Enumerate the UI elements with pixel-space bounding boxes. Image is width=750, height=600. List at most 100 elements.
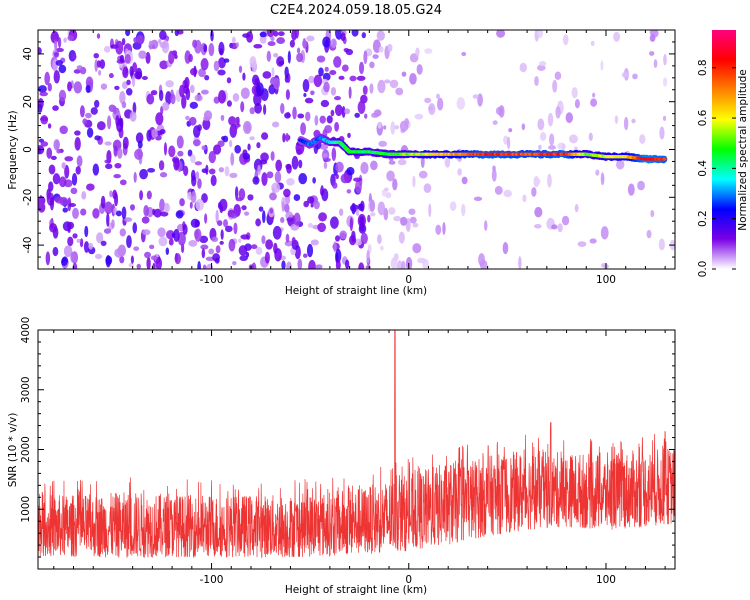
spectrogram-noise-cell — [150, 90, 158, 96]
spectrogram-noise-cell — [456, 97, 466, 110]
spectrogram-noise-cell — [114, 162, 122, 169]
spectrogram-noise-cell — [204, 213, 208, 224]
spectrogram-noise-cell — [330, 86, 337, 96]
spectrogram-noise-cell — [502, 241, 509, 255]
spectrogram-noise-cell — [124, 53, 131, 64]
spectrogram-noise-cell — [132, 62, 138, 73]
spectrogram-noise-cell — [133, 246, 140, 251]
spectrogram-noise-cell — [85, 85, 91, 94]
spectrogram-noise-cell — [137, 140, 143, 149]
spectrogram-noise-cell — [549, 133, 555, 146]
spectrogram-noise-cell — [384, 187, 389, 192]
spectrogram-noise-cell — [233, 222, 238, 235]
spectrogram-noise-cell — [390, 257, 398, 269]
spectrogram-noise-cell — [345, 48, 354, 56]
spectrogram-noise-cell — [284, 203, 290, 213]
spectrogram-noise-cell — [72, 207, 79, 219]
spectrogram-noise-cell — [52, 105, 59, 111]
spectrogram-noise-cell — [318, 67, 324, 77]
spectrogram-noise-cell — [200, 244, 209, 250]
spectrogram-noise-cell — [40, 141, 49, 147]
spectrogram-noise-cell — [71, 173, 78, 186]
spectrogram-noise-cell — [592, 92, 596, 98]
snr-panel: -100 0 100 1000 2000 3000 4000 Height of strai… — [7, 317, 676, 596]
spectrogram-noise-cell — [355, 179, 362, 194]
spectrogram-noise-cell — [160, 211, 169, 217]
spectrogram-noise-cell — [518, 256, 522, 269]
spectrogram-noise-cell — [314, 115, 319, 126]
spectrogram-noise-cell — [215, 245, 221, 254]
spectrogram-noise-cell — [255, 218, 261, 227]
spectrogram-noise-cell — [190, 169, 196, 181]
spectrogram-noise-cell — [289, 39, 295, 48]
spectrogram-noise-cell — [63, 245, 73, 258]
spectrogram-noise-cell — [271, 67, 275, 77]
spectrogram-noise-cell — [663, 54, 667, 66]
spectrogram-noise-cell — [322, 72, 331, 81]
spectrogram-noise-cell — [200, 58, 209, 71]
spectrogram-noise-cell — [332, 182, 338, 189]
spectrogram-noise-cell — [662, 115, 667, 122]
spectrogram-noise-cell — [197, 178, 202, 189]
spectrogram-y-label: Frequency (Hz) — [7, 110, 19, 189]
spectrogram-noise-cell — [188, 240, 198, 247]
spectrogram-noise-cell — [554, 71, 562, 80]
spectrogram-noise-cell — [568, 134, 578, 144]
spectrogram-noise-cell — [308, 75, 315, 84]
spectrogram-noise-cell — [270, 151, 275, 161]
spectrogram-noise-cell — [195, 171, 200, 180]
spectrogram-noise-cell — [190, 154, 196, 164]
snr-x-tick-label: 0 — [405, 574, 412, 586]
spectrogram-noise-cell — [159, 41, 169, 49]
spectrogram-noise-cell — [64, 156, 74, 162]
spectrogram-noise-cell — [388, 160, 396, 165]
spectrogram-noise-cell — [62, 207, 69, 213]
spectrogram-noise-cell — [238, 188, 246, 201]
spectrogram-noise-cell — [38, 98, 44, 109]
spectrogram-noise-cell — [322, 153, 328, 158]
spectrogram-noise-cell — [194, 228, 202, 242]
spectrogram-y-tick-label: 0 — [22, 146, 34, 153]
spectrogram-noise-cell — [86, 183, 95, 191]
spectrogram-noise-cell — [282, 133, 286, 143]
spectrogram-noise-cell — [224, 225, 233, 233]
spectrogram-noise-cell — [369, 199, 376, 212]
spectrogram-noise-cell — [320, 99, 330, 108]
spectrogram-noise-cell — [266, 50, 272, 62]
spectrogram-noise-cell — [232, 93, 240, 102]
spectrogram-noise-cell — [132, 102, 137, 115]
spectrogram-noise-cell — [417, 257, 426, 264]
spectrogram-noise-cell — [103, 228, 112, 234]
spectrogram-noise-cell — [346, 189, 352, 194]
spectrogram-noise-cell — [194, 94, 203, 102]
spectrogram-noise-cell — [146, 190, 152, 200]
spectrogram-noise-cell — [249, 136, 255, 141]
spectrogram-noise-cell — [220, 114, 225, 122]
spectrogram-noise-cell — [55, 47, 64, 53]
spectrogram-noise-cell — [303, 253, 308, 258]
spectrogram-noise-cell — [76, 155, 83, 167]
spectrogram-noise-cell — [317, 222, 327, 233]
spectrogram-noise-cell — [286, 177, 295, 186]
spectrogram-noise-cell — [473, 196, 483, 201]
spectrogram-noise-cell — [340, 32, 346, 42]
colorbar-tick-label: 0.0 — [697, 261, 709, 278]
spectrogram-noise-cell — [96, 60, 101, 68]
spectrogram-noise-cell — [48, 164, 56, 175]
spectrogram-noise-cell — [173, 157, 180, 171]
spectrogram-noise-cell — [118, 117, 123, 127]
spectrogram-noise-cell — [208, 150, 216, 164]
spectrogram-noise-cell — [56, 149, 62, 154]
spectrogram-noise-cell — [461, 176, 468, 185]
spectrogram-noise-cell — [70, 187, 78, 195]
spectrogram-noise-cell — [165, 91, 172, 105]
colorbar-label: Normalized spectral amplitude — [737, 69, 749, 230]
spectrogram-noise-cell — [145, 51, 151, 64]
spectrogram-noise-cell — [394, 125, 399, 130]
spectrogram-noise-cell — [141, 216, 150, 224]
spectrogram-noise-cell — [112, 189, 118, 200]
spectrogram-noise-cell — [210, 174, 217, 187]
spectrogram-noise-cell — [85, 112, 92, 119]
spectrogram-noise-cell — [383, 125, 387, 130]
spectrogram-noise-cell — [139, 190, 144, 201]
